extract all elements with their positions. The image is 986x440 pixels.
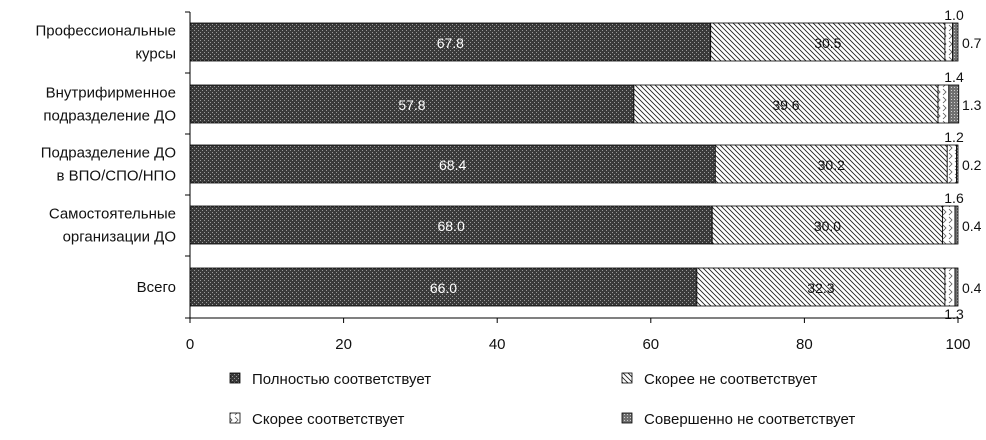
- y-category-label: Всего: [137, 279, 176, 296]
- data-label: 66.0: [430, 280, 457, 296]
- data-label: 57.8: [398, 97, 425, 113]
- data-label: 30.5: [814, 35, 841, 51]
- legend-swatch: [229, 412, 241, 424]
- bar-segment-3-row-2: [937, 84, 950, 124]
- bar-segment-2-row-4: [711, 205, 944, 245]
- bar-segment-4-row-4: [954, 205, 959, 245]
- bar-segment-1-row-3: [189, 144, 716, 184]
- data-label: 32.3: [807, 280, 834, 296]
- y-category-label: Внутрифирменное подразделение ДО: [43, 85, 176, 125]
- data-label: 67.8: [437, 35, 464, 51]
- data-label: 1.2: [944, 129, 964, 145]
- bar-segment-3-row-1: [944, 22, 954, 62]
- x-tick-label: 40: [489, 336, 506, 353]
- legend-swatch: [229, 372, 241, 384]
- bar-segment-2-row-3: [714, 144, 948, 184]
- data-label: 1.4: [944, 69, 964, 85]
- legend-swatch: [621, 372, 633, 384]
- bar-segment-2-row-2: [633, 84, 939, 124]
- bar-segment-2-row-1: [710, 22, 946, 62]
- legend-label: Совершенно не соответствует: [644, 411, 855, 428]
- y-category-label: Профессиональные курсы: [36, 23, 176, 63]
- x-tick-label: 100: [945, 336, 970, 353]
- data-label: 1.3: [962, 97, 982, 113]
- bar-segment-4-row-3: [956, 144, 959, 184]
- x-tick-label: 60: [642, 336, 659, 353]
- bar-segment-4-row-5: [954, 267, 959, 307]
- legend-label: Полностью соответствует: [252, 371, 431, 388]
- data-label: 30.0: [814, 218, 841, 234]
- x-tick-label: 20: [335, 336, 352, 353]
- bar-segment-2-row-5: [696, 267, 946, 307]
- data-label: 0.7: [962, 35, 982, 51]
- x-tick-label: 80: [796, 336, 813, 353]
- bar-segment-1-row-1: [189, 22, 712, 62]
- bar-segment-3-row-4: [942, 205, 956, 245]
- data-label: 30.2: [818, 157, 845, 173]
- data-label: 68.4: [439, 157, 466, 173]
- bar-segment-1-row-4: [189, 205, 713, 245]
- data-label: 0.2: [962, 157, 982, 173]
- bar-segment-3-row-5: [944, 267, 956, 307]
- y-category-label: Подразделение ДО в ВПО/СПО/НПО: [41, 145, 176, 185]
- data-label: 0.4: [962, 218, 982, 234]
- data-label: 1.6: [944, 190, 964, 206]
- bar-segment-4-row-2: [948, 84, 960, 124]
- data-label: 1.0: [944, 7, 964, 23]
- legend-label: Скорее не соответствует: [644, 371, 817, 388]
- legend-swatch: [621, 412, 633, 424]
- bar-segment-4-row-1: [952, 22, 959, 62]
- bar-segment-3-row-3: [946, 144, 957, 184]
- data-label: 39.6: [772, 97, 799, 113]
- y-category-label: Самостоятельные организации ДО: [49, 206, 176, 246]
- x-tick-label: 0: [186, 336, 194, 353]
- data-label: 0.4: [962, 280, 982, 296]
- legend-label: Скорее соответствует: [252, 411, 405, 428]
- data-label: 68.0: [437, 218, 464, 234]
- bar-segment-1-row-2: [189, 84, 635, 124]
- data-label: 1.3: [944, 306, 964, 322]
